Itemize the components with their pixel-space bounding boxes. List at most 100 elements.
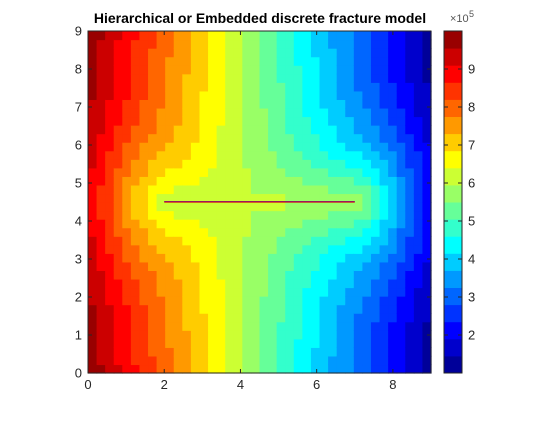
- heatmap-cell: [88, 261, 98, 271]
- heatmap-cell: [250, 330, 261, 340]
- heatmap-cell: [130, 261, 141, 271]
- heatmap-cell: [88, 82, 98, 92]
- heatmap-cell: [293, 364, 303, 374]
- heatmap-cell: [148, 278, 158, 289]
- heatmap-cell: [285, 82, 295, 92]
- heatmap-cell: [370, 227, 381, 237]
- heatmap-cell: [319, 39, 329, 49]
- heatmap-cell: [182, 347, 192, 357]
- heatmap-cell: [190, 150, 201, 160]
- heatmap-cell: [96, 304, 106, 314]
- heatmap-cell: [105, 355, 115, 366]
- heatmap-cell: [413, 99, 424, 109]
- heatmap-cell: [250, 48, 261, 58]
- heatmap-cell: [285, 313, 295, 323]
- heatmap-cell: [105, 321, 115, 331]
- heatmap-cell: [276, 107, 286, 118]
- heatmap-cell: [173, 330, 183, 340]
- heatmap-cell: [225, 227, 235, 237]
- heatmap-cell: [122, 347, 132, 357]
- heatmap-cell: [285, 65, 295, 75]
- heatmap-cell: [345, 244, 355, 254]
- heatmap-cell: [156, 355, 166, 366]
- heatmap-cell: [190, 82, 201, 92]
- heatmap-cell: [268, 73, 278, 83]
- heatmap-cell: [328, 142, 338, 152]
- heatmap-cell: [319, 125, 329, 135]
- heatmap-cell: [173, 193, 183, 203]
- heatmap-cell: [379, 133, 389, 143]
- heatmap-cell: [139, 193, 149, 203]
- heatmap-cell: [130, 219, 141, 229]
- colorbar-band: [444, 287, 462, 306]
- heatmap-cell: [276, 347, 286, 357]
- heatmap-cell: [293, 107, 303, 118]
- heatmap-cell: [122, 330, 132, 340]
- heatmap-cell: [242, 270, 252, 280]
- heatmap-cell: [379, 107, 389, 118]
- heatmap-cell: [96, 338, 106, 348]
- heatmap-cell: [362, 107, 372, 118]
- heatmap-cell: [148, 313, 158, 323]
- heatmap-cell: [225, 261, 235, 271]
- heatmap-cell: [225, 287, 235, 297]
- heatmap-cell: [285, 150, 295, 160]
- heatmap-cell: [156, 116, 166, 126]
- heatmap-cell: [379, 99, 389, 109]
- heatmap-cell: [139, 99, 149, 109]
- heatmap-cell: [370, 39, 381, 49]
- heatmap-cell: [336, 202, 346, 212]
- heatmap-cell: [268, 347, 278, 357]
- heatmap-cell: [113, 202, 123, 212]
- y-tick-label: 8: [75, 62, 82, 77]
- heatmap-cell: [259, 210, 269, 220]
- heatmap-cell: [413, 278, 424, 289]
- colorbar-exponent-power: 5: [469, 9, 474, 19]
- heatmap-cell: [88, 133, 98, 143]
- heatmap-cell: [396, 82, 406, 92]
- heatmap-cell: [388, 39, 398, 49]
- heatmap-cell: [405, 261, 415, 271]
- heatmap-cell: [88, 39, 98, 49]
- heatmap-cell: [328, 82, 338, 92]
- heatmap-cell: [139, 364, 149, 374]
- heatmap-cell: [225, 125, 235, 135]
- heatmap-cell: [225, 99, 235, 109]
- heatmap-cell: [405, 167, 415, 177]
- heatmap-cell: [396, 304, 406, 314]
- heatmap-cell: [148, 31, 158, 41]
- heatmap-cell: [362, 125, 372, 135]
- heatmap-cell: [319, 355, 329, 366]
- heatmap-cell: [268, 39, 278, 49]
- heatmap-cell: [396, 39, 406, 49]
- heatmap-cell: [242, 313, 252, 323]
- heatmap-cell: [379, 347, 389, 357]
- heatmap-cell: [190, 253, 201, 263]
- heatmap-cell: [173, 48, 183, 58]
- heatmap-cell: [259, 253, 269, 263]
- heatmap-cell: [216, 338, 226, 348]
- heatmap-cell: [250, 236, 261, 246]
- heatmap-cell: [242, 210, 252, 220]
- heatmap-cell: [336, 90, 346, 100]
- colorbar-band: [444, 150, 462, 169]
- heatmap-cell: [216, 82, 226, 92]
- heatmap-cell: [225, 210, 235, 220]
- heatmap-cell: [182, 244, 192, 254]
- heatmap-cell: [113, 65, 123, 75]
- heatmap-cell: [242, 236, 252, 246]
- heatmap-cell: [293, 321, 303, 331]
- heatmap-cell: [122, 167, 132, 177]
- heatmap-cell: [336, 347, 346, 357]
- heatmap-cell: [182, 321, 192, 331]
- heatmap-cell: [319, 261, 329, 271]
- heatmap-cell: [190, 176, 201, 186]
- heatmap-cell: [276, 210, 286, 220]
- heatmap-cell: [259, 330, 269, 340]
- heatmap-cell: [122, 236, 132, 246]
- heatmap-cell: [165, 244, 175, 254]
- heatmap-cell: [353, 90, 363, 100]
- heatmap-cell: [413, 355, 424, 366]
- heatmap-cell: [96, 219, 106, 229]
- heatmap-cell: [122, 278, 132, 289]
